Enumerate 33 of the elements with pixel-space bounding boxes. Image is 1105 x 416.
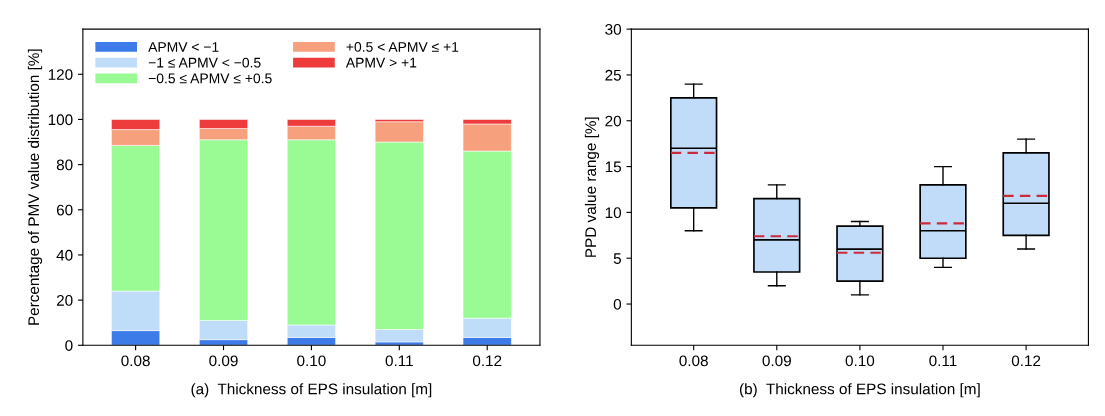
y-tick-label: 15 — [605, 161, 621, 173]
y-tick-label: 20 — [56, 294, 73, 306]
legend-label: APMV < −1 — [148, 42, 219, 52]
y-tick-label: 0 — [65, 340, 73, 351]
y-tick-label: 40 — [56, 249, 73, 261]
legend-label: −0.5 ≤ APMV ≤ +0.5 — [148, 73, 272, 84]
x-tick-label: 0.08 — [121, 355, 150, 367]
y-tick-label: 30 — [605, 23, 622, 35]
legend-label: APMV > +1 — [345, 57, 417, 68]
x-tick-label: 0.11 — [929, 355, 957, 367]
legend-label: +0.5 < APMV ≤ +1 — [346, 41, 459, 52]
x-tick-label: 0.10 — [845, 355, 875, 367]
y-tick-label: 10 — [605, 207, 622, 219]
x-tick-label: 0.12 — [472, 355, 502, 367]
x-tick-label: 0.09 — [209, 355, 238, 367]
x-tick-label: 0.09 — [762, 355, 791, 367]
x-axis-title: (b) Thickness of EPS insulation [m] — [739, 383, 980, 398]
x-axis-title: (a) Thickness of EPS insulation [m] — [191, 383, 432, 398]
x-tick-label: 0.10 — [297, 355, 326, 367]
y-tick-label: 20 — [605, 115, 622, 127]
y-tick-label: 0 — [613, 298, 622, 310]
y-tick-label: 25 — [605, 69, 621, 81]
legend-label: −1 ≤ APMV < −0.5 — [148, 57, 261, 68]
y-tick-label: 5 — [613, 253, 621, 264]
y-axis-title: Percentage of PMV value distribution [%] — [27, 49, 43, 325]
y-tick-label: 80 — [56, 159, 73, 171]
x-tick-label: 0.11 — [385, 355, 413, 367]
y-tick-label: 120 — [48, 69, 73, 80]
y-tick-label: 60 — [56, 204, 73, 216]
y-tick-label: 100 — [48, 114, 73, 126]
y-axis-title: PPD value range [%] — [584, 117, 600, 257]
x-tick-label: 0.12 — [1011, 355, 1041, 367]
x-tick-label: 0.08 — [679, 355, 708, 367]
